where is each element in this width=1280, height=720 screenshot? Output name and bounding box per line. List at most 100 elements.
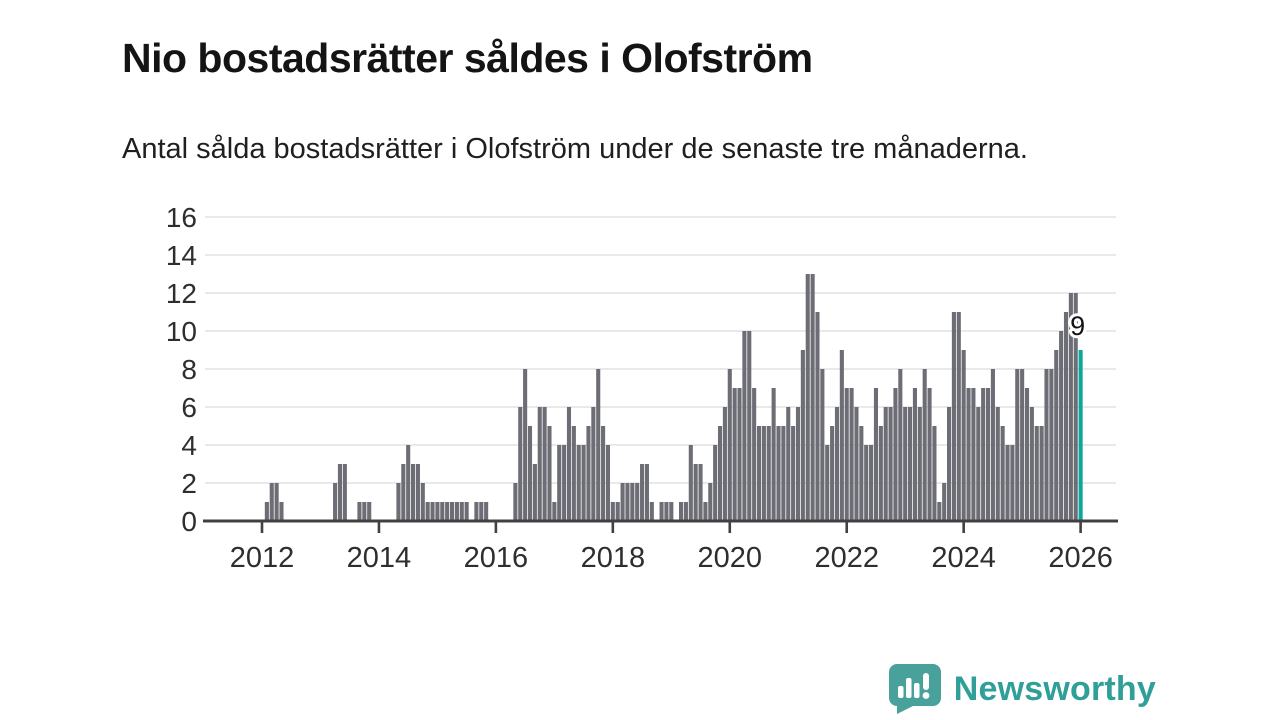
bar bbox=[791, 426, 796, 521]
bar bbox=[1068, 293, 1073, 521]
bar bbox=[264, 502, 269, 521]
bar bbox=[649, 502, 654, 521]
bar bbox=[932, 426, 937, 521]
bar bbox=[1005, 445, 1010, 521]
bar bbox=[752, 388, 757, 521]
bar bbox=[440, 502, 445, 521]
bar bbox=[878, 426, 883, 521]
bar bbox=[430, 502, 435, 521]
bar bbox=[333, 483, 338, 521]
bar bbox=[947, 407, 952, 521]
bar bbox=[844, 388, 849, 521]
bar bbox=[620, 483, 625, 521]
bar bbox=[839, 350, 844, 521]
bar bbox=[610, 502, 615, 521]
bar bbox=[815, 312, 820, 521]
bar bbox=[547, 426, 552, 521]
chart-title: Nio bostadsrätter såldes i Olofström bbox=[122, 35, 813, 82]
bar bbox=[337, 464, 343, 521]
bar bbox=[1073, 293, 1078, 521]
bar bbox=[362, 502, 367, 521]
last-value-annotation: 9 bbox=[1070, 311, 1085, 341]
bar bbox=[1044, 369, 1049, 521]
bar bbox=[596, 369, 601, 521]
bar bbox=[786, 407, 791, 521]
bar bbox=[537, 407, 542, 521]
bar bbox=[425, 502, 430, 521]
bar bbox=[449, 502, 455, 521]
bar bbox=[761, 426, 766, 521]
bar bbox=[990, 369, 995, 521]
bar bbox=[1029, 407, 1034, 521]
newsworthy-logo: Newsworthy bbox=[887, 663, 1156, 715]
bar bbox=[781, 426, 786, 521]
bar bbox=[971, 388, 976, 521]
bar bbox=[849, 388, 854, 521]
bar bbox=[869, 445, 874, 521]
bar bbox=[601, 426, 606, 521]
bar bbox=[708, 483, 713, 521]
bar bbox=[1015, 369, 1020, 521]
bar bbox=[961, 350, 966, 521]
newsworthy-logo-text: Newsworthy bbox=[953, 669, 1156, 708]
highlighted-bar bbox=[1078, 350, 1083, 521]
y-tick-label: 10 bbox=[166, 316, 197, 347]
bar bbox=[435, 502, 440, 521]
bar bbox=[1059, 331, 1064, 521]
bar bbox=[771, 388, 776, 521]
bar bbox=[576, 445, 581, 521]
bar bbox=[542, 407, 547, 521]
bar bbox=[474, 502, 479, 521]
bar bbox=[396, 483, 401, 521]
y-tick-label: 12 bbox=[166, 278, 197, 309]
bar bbox=[1020, 369, 1025, 521]
x-tick-label: 2024 bbox=[931, 542, 996, 574]
bar bbox=[659, 502, 664, 521]
bar bbox=[367, 502, 372, 521]
bar bbox=[917, 407, 922, 521]
bar bbox=[688, 445, 693, 521]
bar bbox=[644, 464, 649, 521]
bar bbox=[717, 426, 723, 521]
x-tick-label: 2022 bbox=[814, 542, 879, 574]
bar bbox=[1024, 388, 1030, 521]
bar bbox=[912, 388, 917, 521]
bar bbox=[406, 445, 411, 521]
bar bbox=[756, 426, 762, 521]
x-tick-label: 2016 bbox=[464, 542, 529, 574]
bar bbox=[562, 445, 567, 521]
bar bbox=[269, 483, 274, 521]
bar bbox=[937, 502, 942, 521]
bar bbox=[795, 407, 801, 521]
bar bbox=[532, 464, 537, 521]
bar bbox=[581, 445, 586, 521]
bar bbox=[800, 350, 805, 521]
bar bbox=[683, 502, 688, 521]
bar bbox=[722, 407, 727, 521]
bar bbox=[1039, 426, 1044, 521]
bar bbox=[888, 407, 893, 521]
bar bbox=[464, 502, 469, 521]
bar bbox=[1010, 445, 1015, 521]
x-tick-label: 2018 bbox=[581, 542, 646, 574]
bar bbox=[742, 331, 747, 521]
x-tick-label: 2014 bbox=[347, 542, 412, 574]
bar bbox=[903, 407, 908, 521]
bar bbox=[805, 274, 810, 521]
bar bbox=[693, 464, 698, 521]
bar bbox=[420, 483, 425, 521]
bar bbox=[459, 502, 464, 521]
bar bbox=[401, 464, 406, 521]
bar bbox=[747, 331, 752, 521]
bar bbox=[586, 426, 591, 521]
bar bbox=[981, 388, 986, 521]
y-tick-label: 16 bbox=[166, 202, 197, 233]
bar bbox=[873, 388, 879, 521]
bar bbox=[523, 369, 528, 521]
bar bbox=[942, 483, 947, 521]
bar bbox=[820, 369, 825, 521]
bar bbox=[810, 274, 815, 521]
bar bbox=[976, 407, 981, 521]
bar bbox=[737, 388, 742, 521]
